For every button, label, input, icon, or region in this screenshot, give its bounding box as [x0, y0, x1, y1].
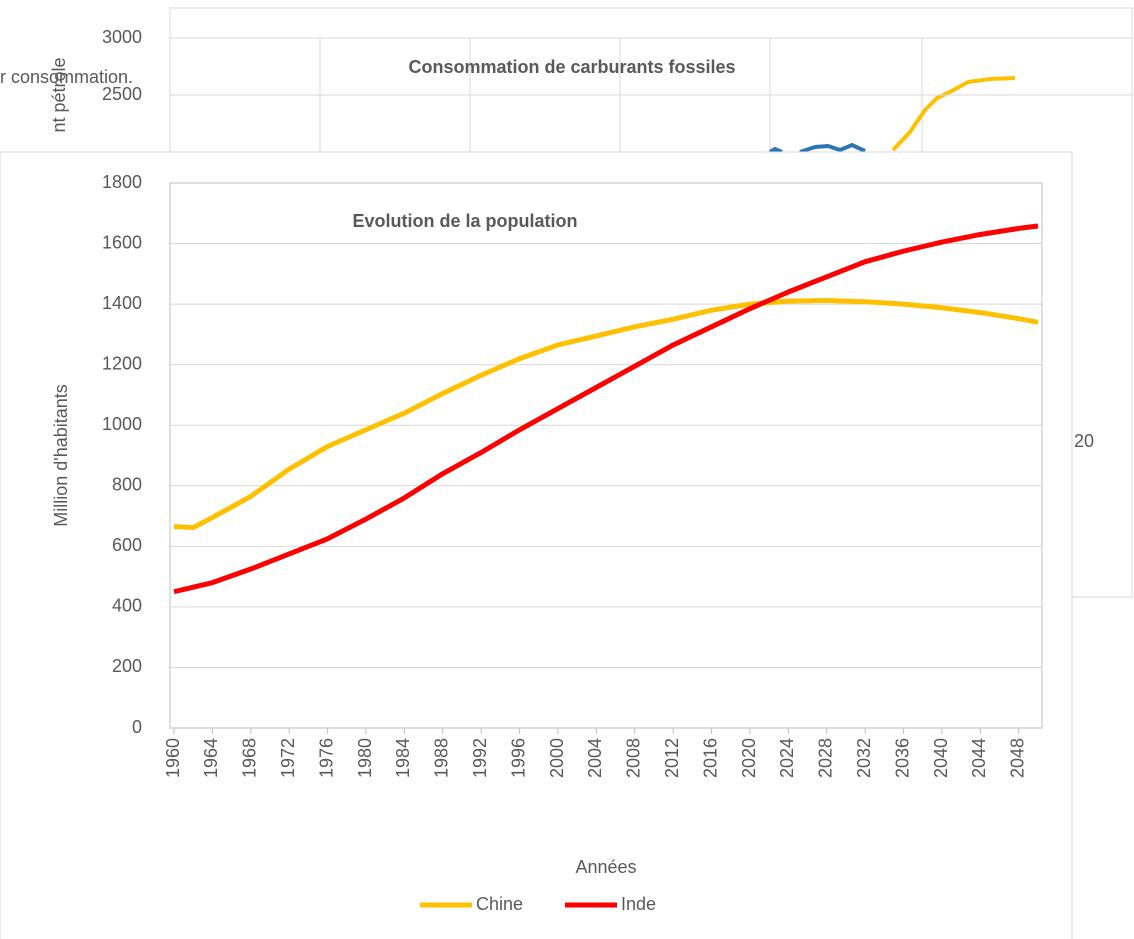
y-tick-label: 1000	[102, 414, 142, 434]
data-line	[173, 223, 1039, 595]
x-tick-label: 1984	[393, 738, 413, 778]
x-tick-label: 2008	[624, 738, 644, 778]
x-tick-label: 1976	[316, 738, 336, 778]
x-tick-label: 1992	[470, 738, 490, 778]
legend-label: Chine	[476, 894, 523, 914]
y-tick-label: 1600	[102, 232, 142, 252]
x-tick-label: 2004	[585, 738, 605, 778]
x-tick-label: 2000	[547, 738, 567, 778]
x-tick-label: 2020	[739, 738, 759, 778]
y-tick-label: 800	[112, 475, 142, 495]
x-tick-label: 2016	[700, 738, 720, 778]
y-tick-label: 1200	[102, 353, 142, 373]
y-tick-label: 1800	[102, 172, 142, 192]
x-tick-label: 1968	[240, 738, 260, 778]
x-tick-label: 2036	[892, 738, 912, 778]
x-tick-fragment: 20	[1074, 431, 1094, 451]
x-tick-label: 2024	[777, 738, 797, 778]
x-tick-label: 1996	[508, 738, 528, 778]
y-tick-label: 400	[112, 596, 142, 616]
y-tick-label: 200	[112, 656, 142, 676]
x-tick-label: 2040	[931, 738, 951, 778]
y-tick-label: 1400	[102, 293, 142, 313]
x-tick-label: 2012	[662, 738, 682, 778]
y-tick-label: 3000	[102, 27, 142, 47]
x-tick-label: 1980	[355, 738, 375, 778]
x-tick-label: 1964	[201, 738, 221, 778]
x-tick-label: 2048	[1008, 738, 1028, 778]
x-tick-label: 1960	[163, 738, 183, 778]
y-tick-label: 600	[112, 535, 142, 555]
background-line-fragment	[768, 142, 866, 154]
population-chart: 0 200 400 600 800 1000 1200 1400 1600 1800 1960 196…	[51, 172, 1043, 914]
legend-label: Inde	[621, 894, 656, 914]
x-tick-label: 2044	[969, 738, 989, 778]
x-tick-label: 2032	[854, 738, 874, 778]
y-tick-label: 2500	[102, 84, 142, 104]
y-axis-label: nt pétrole	[49, 57, 69, 132]
plot-frame	[169, 182, 1043, 729]
x-tick-label: 2028	[816, 738, 836, 778]
x-tick-label: 1988	[432, 738, 452, 778]
data-line	[173, 297, 1039, 531]
x-tick-label: 1972	[278, 738, 298, 778]
x-axis-label: Années	[575, 857, 636, 877]
background-title: Consommation de carburants fossiles	[408, 57, 735, 77]
chart-title: Evolution de la population	[353, 211, 578, 231]
foreground-frame	[0, 151, 1073, 939]
y-axis-label: Million d'habitants	[51, 384, 71, 527]
y-tick-label: 0	[132, 717, 142, 737]
occluding-text: r consommation.	[0, 67, 133, 87]
